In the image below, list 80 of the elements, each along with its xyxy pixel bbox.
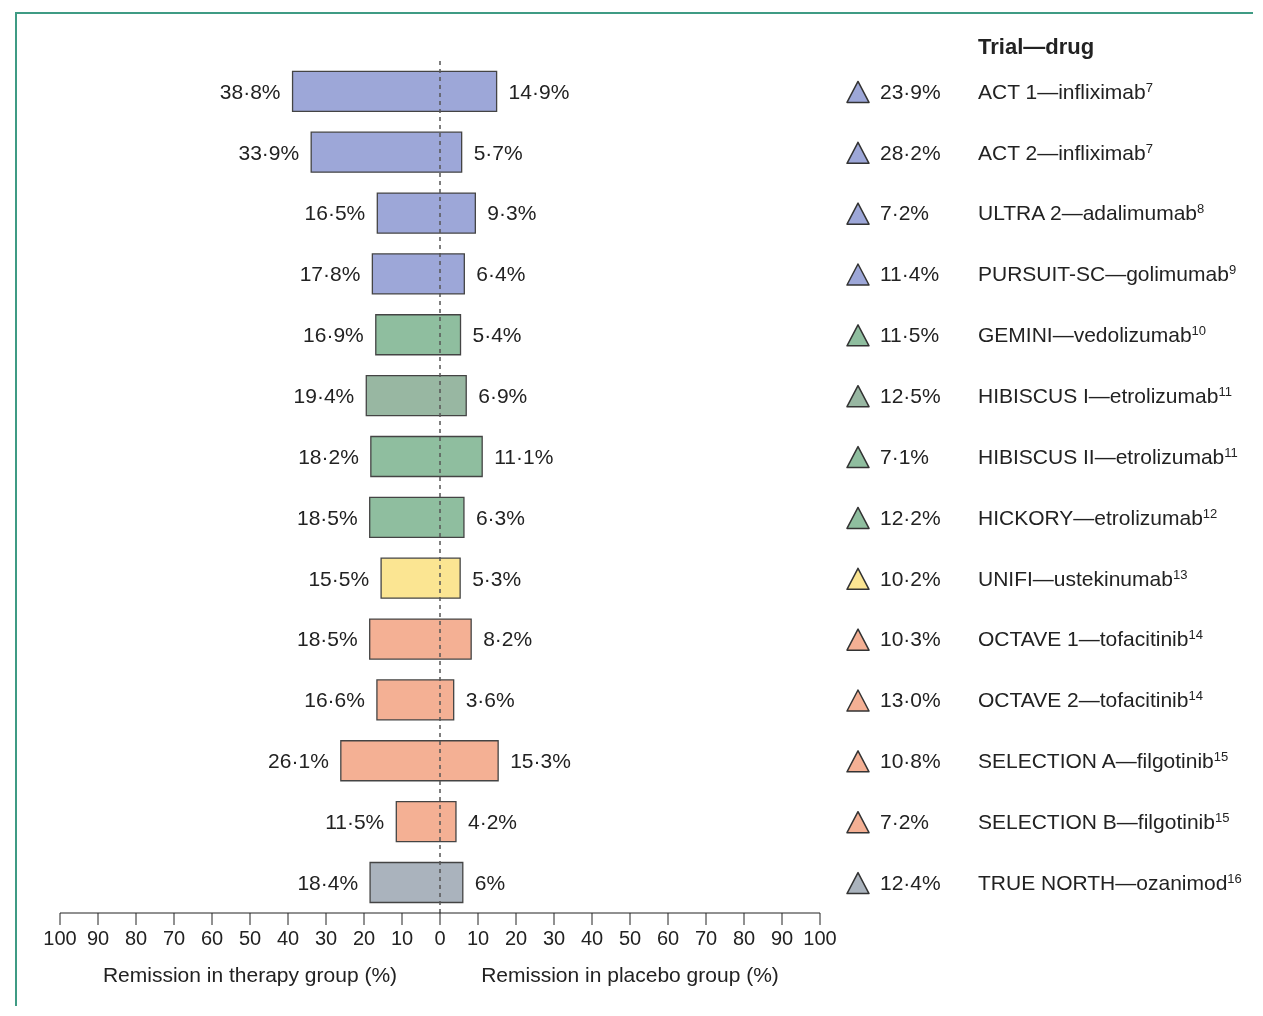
y-tick-label: HIBISCUS II—etrolizumab$^{11}$ bbox=[978, 444, 1238, 468]
text: 7·2% bbox=[880, 201, 930, 225]
y-tick-label: OCTAVE 2—tofacitinib$^{14}$ bbox=[978, 687, 1203, 712]
annotation: 15·3% bbox=[510, 749, 571, 773]
text: 10·3% bbox=[880, 627, 941, 651]
annotation: 33·9% bbox=[238, 140, 300, 164]
annotation: 11·1% bbox=[494, 444, 554, 468]
annotation: 18·4% bbox=[297, 870, 359, 894]
annotation: 14·9% bbox=[508, 79, 570, 103]
annotation: 11·5% bbox=[325, 810, 385, 834]
x-tick-label: 0 bbox=[434, 927, 446, 950]
annotation: 6·3% bbox=[475, 505, 525, 529]
annotation: 6·9% bbox=[478, 384, 528, 408]
y-tick-label: HIBISCUS I—etrolizumab$^{11}$ bbox=[978, 383, 1232, 408]
x-tick-label: 100 bbox=[43, 927, 77, 950]
annotation: 9·3% bbox=[487, 201, 537, 225]
text: 7·1% bbox=[880, 444, 930, 468]
x-tick-label: 40 bbox=[580, 927, 604, 950]
x-tick-label: 40 bbox=[276, 927, 300, 950]
y-tick-label: GEMINI—vedolizumab$^{10}$ bbox=[978, 322, 1207, 347]
annotation: 19·4% bbox=[293, 384, 355, 408]
annotation: 16·5% bbox=[304, 201, 366, 225]
y-tick-label: HICKORY—etrolizumab$^{12}$ bbox=[978, 505, 1218, 529]
annotation: 16·6% bbox=[304, 688, 365, 712]
x-tick-label: 80 bbox=[124, 927, 148, 950]
annotation: 18·2% bbox=[298, 444, 359, 468]
annotation: 3·6% bbox=[465, 688, 515, 712]
x-tick-label: 90 bbox=[770, 927, 794, 950]
x-tick-label: 30 bbox=[542, 927, 566, 950]
annotation: 8·2% bbox=[483, 627, 533, 651]
x-axis-title: Remission in therapy group (%) bbox=[101, 962, 399, 988]
x-tick-label: 80 bbox=[732, 927, 756, 950]
text: 23·9% bbox=[880, 79, 941, 103]
annotation: 6% bbox=[474, 870, 506, 894]
annotation: 18·5% bbox=[297, 627, 358, 651]
y-tick-label: PURSUIT-SC—golimumab$^{9}$ bbox=[978, 261, 1237, 286]
x-tick-label: 10 bbox=[390, 927, 414, 950]
text: 10·2% bbox=[880, 566, 941, 590]
annotation: 26·1% bbox=[268, 749, 329, 773]
x-tick-label: 60 bbox=[656, 927, 680, 950]
text: 12·2% bbox=[880, 505, 941, 529]
text: 12·5% bbox=[880, 384, 941, 408]
x-tick-label: 30 bbox=[314, 927, 338, 950]
text: 10·8% bbox=[880, 749, 941, 773]
x-tick-label: 50 bbox=[238, 927, 262, 950]
x-tick-label: 50 bbox=[618, 927, 642, 950]
text: 12·4% bbox=[880, 870, 941, 894]
annotation: 15·5% bbox=[308, 566, 370, 590]
annotation: 4·2% bbox=[467, 810, 517, 834]
x-tick-label: 90 bbox=[86, 927, 110, 950]
x-tick-label: 20 bbox=[352, 927, 376, 950]
x-tick-label: 60 bbox=[200, 927, 224, 950]
annotation: 18·5% bbox=[297, 505, 358, 529]
annotation: 17·8% bbox=[299, 262, 361, 286]
x-tick-label: 70 bbox=[162, 927, 186, 950]
text: Remission in placebo group (%) bbox=[480, 962, 780, 988]
annotation: 16·9% bbox=[303, 323, 364, 347]
y-tick-label: OCTAVE 1—tofacitinib$^{14}$ bbox=[978, 626, 1203, 651]
y-tick-label: TRUE NORTH—ozanimod$^{16}$ bbox=[978, 870, 1242, 894]
y-tick-label: SELECTION A—filgotinib$^{15}$ bbox=[978, 748, 1229, 773]
annotation: 38·8% bbox=[219, 79, 281, 103]
x-tick-label: 70 bbox=[694, 927, 718, 950]
text: 11·4% bbox=[880, 262, 940, 286]
x-tick-label: 10 bbox=[466, 927, 490, 950]
x-tick-label: 100 bbox=[803, 927, 837, 950]
y-tick-label: SELECTION B—filgotinib$^{15}$ bbox=[978, 809, 1230, 834]
y-tick-label: ACT 1—infliximab$^{7}$ bbox=[978, 79, 1153, 103]
y-tick-label: ACT 2—infliximab$^{7}$ bbox=[978, 140, 1153, 164]
text: 7·2% bbox=[880, 810, 930, 834]
y-tick-label: UNIFI—ustekinumab$^{13}$ bbox=[978, 566, 1188, 590]
y-tick-label: ULTRA 2—adalimumab$^{8}$ bbox=[978, 200, 1205, 225]
text: 13·0% bbox=[880, 688, 941, 712]
x-tick-label: 20 bbox=[504, 927, 528, 950]
annotation: 6·4% bbox=[476, 262, 526, 286]
text: 28·2% bbox=[880, 140, 941, 164]
annotation: 5·4% bbox=[472, 323, 522, 347]
text: 11·5% bbox=[880, 323, 940, 347]
y-axis-title: Trial—drug bbox=[978, 34, 1095, 60]
annotation: 5·3% bbox=[472, 566, 522, 590]
annotation: 5·7% bbox=[473, 140, 523, 164]
